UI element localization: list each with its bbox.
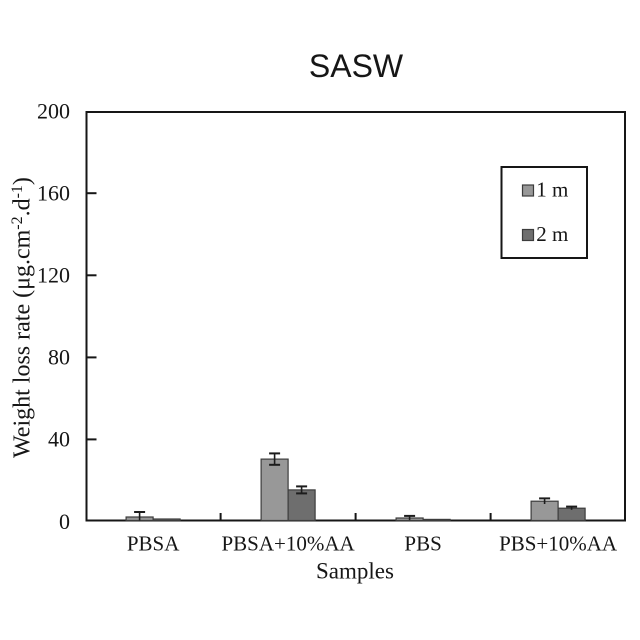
svg-text:200: 200 [37,99,70,124]
svg-text:80: 80 [48,345,70,370]
svg-text:Samples: Samples [316,559,394,584]
svg-text:PBS: PBS [404,532,441,556]
svg-text:2 m: 2 m [536,222,568,246]
svg-text:Weight loss rate (μg.cm-2.d-1): Weight loss rate (μg.cm-2.d-1) [9,177,36,458]
svg-text:1 m: 1 m [536,178,568,202]
svg-text:PBSA+10%AA: PBSA+10%AA [221,532,355,556]
svg-text:PBSA: PBSA [127,532,180,556]
svg-text:SASW: SASW [309,48,404,84]
svg-text:160: 160 [37,181,70,206]
svg-text:120: 120 [37,263,70,288]
svg-text:40: 40 [48,427,70,452]
svg-text:PBS+10%AA: PBS+10%AA [499,532,618,556]
svg-text:0: 0 [59,509,70,534]
